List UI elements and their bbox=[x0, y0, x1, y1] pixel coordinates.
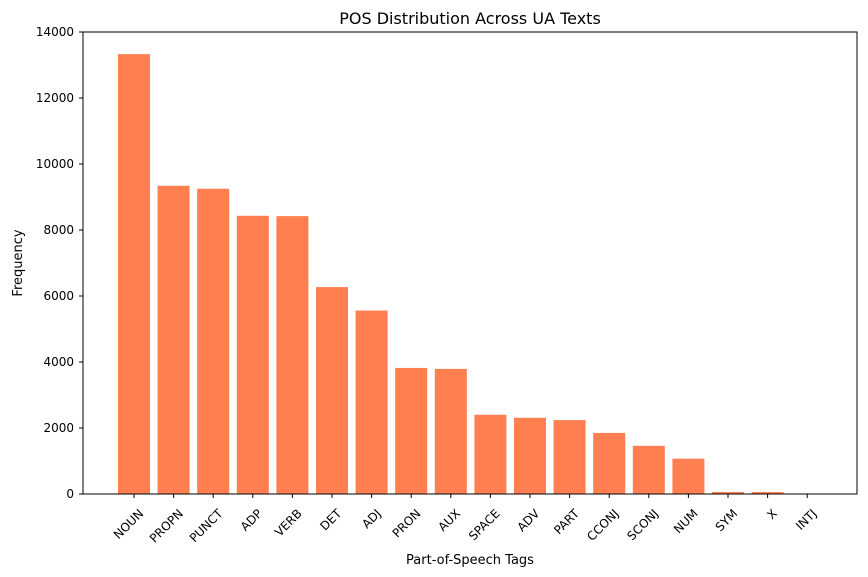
bar-cconj bbox=[593, 432, 626, 494]
bar-punct bbox=[197, 188, 230, 494]
chart-title: POS Distribution Across UA Texts bbox=[339, 9, 601, 28]
bar-space bbox=[474, 414, 507, 494]
bar-sconj bbox=[632, 445, 665, 494]
bar-adv bbox=[514, 417, 546, 494]
bar-aux bbox=[434, 368, 467, 494]
bar-pron bbox=[395, 367, 428, 494]
y-tick-label: 8000 bbox=[43, 223, 74, 237]
bar-num bbox=[672, 458, 705, 494]
bar-x bbox=[751, 492, 784, 494]
bar-adj bbox=[355, 310, 388, 494]
bar-part bbox=[553, 420, 586, 494]
y-axis-label: Frequency bbox=[11, 229, 26, 296]
y-tick-label: 12000 bbox=[36, 91, 74, 105]
y-tick-label: 14000 bbox=[36, 25, 74, 39]
x-axis-label: Part-of-Speech Tags bbox=[406, 553, 534, 568]
bar-propn bbox=[157, 185, 190, 494]
bars-group bbox=[118, 54, 824, 495]
bar-adp bbox=[236, 215, 269, 494]
y-tick-label: 4000 bbox=[43, 355, 74, 369]
bar-noun bbox=[118, 54, 150, 495]
y-axis-ticks: 0 2000 4000 6000 8000 10000 12000 14000 bbox=[36, 25, 83, 501]
bar-verb bbox=[276, 216, 309, 494]
bar-det bbox=[316, 287, 348, 494]
plot-frame bbox=[82, 31, 858, 495]
y-tick-label: 10000 bbox=[36, 157, 74, 171]
y-tick-label: 0 bbox=[66, 487, 74, 501]
y-tick-label: 6000 bbox=[43, 289, 74, 303]
y-tick-label: 2000 bbox=[43, 421, 74, 435]
bar-sym bbox=[712, 492, 744, 494]
